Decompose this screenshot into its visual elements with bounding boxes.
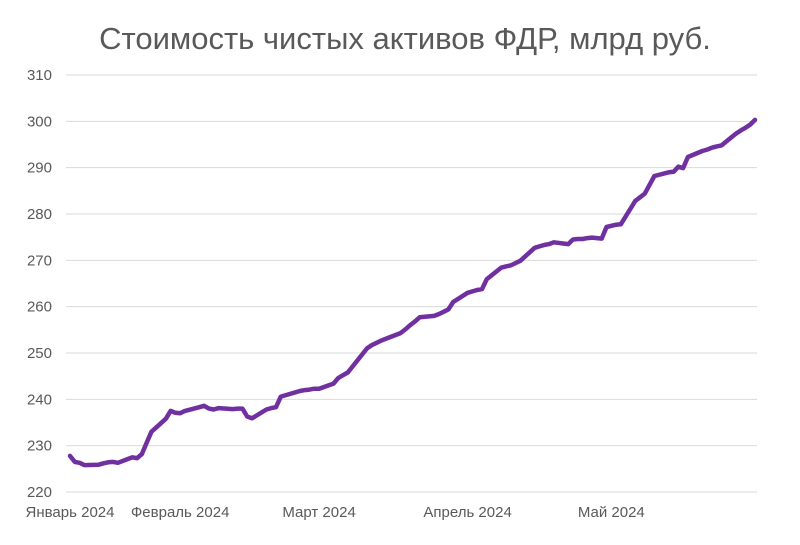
y-tick-label: 270 [27,252,52,269]
y-tick-label: 310 [27,67,52,84]
x-tick-label: Февраль 2024 [131,504,230,521]
x-tick-label: Январь 2024 [26,504,115,521]
grid [66,74,757,493]
series-group [67,117,758,468]
x-tick-label: Апрель 2024 [423,504,511,521]
y-tick-label: 290 [27,160,52,177]
series-line-0 [67,117,758,468]
y-tick-label: 260 [27,299,52,316]
y-tick-label: 280 [27,206,52,223]
x-axis-labels: Январь 2024 Февраль 2024 Март 2024 Апрель 2… [26,504,645,521]
chart-title: Стоимость чистых активов ФДР, млрд руб. [99,21,711,56]
x-tick-label: Май 2024 [578,504,645,521]
y-tick-label: 300 [27,113,52,130]
y-tick-label: 230 [27,438,52,455]
y-tick-label: 250 [27,345,52,362]
y-tick-label: 220 [27,484,52,501]
y-tick-label: 240 [27,391,52,408]
y-axis-labels: 220 230 240 250 260 270 280 290 300 310 [27,67,52,501]
x-tick-label: Март 2024 [282,504,355,521]
